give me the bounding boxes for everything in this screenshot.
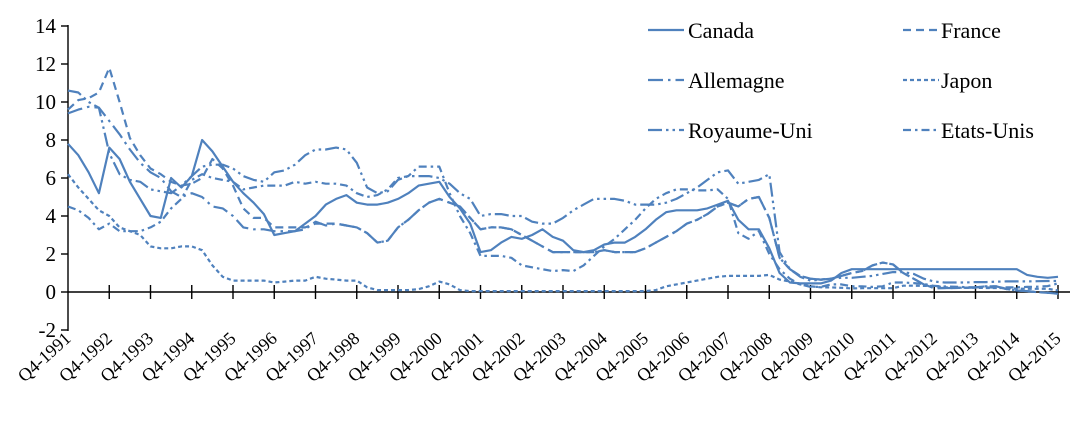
y-tick-label: 0 — [46, 280, 57, 304]
series-line-canada — [67, 138, 1059, 285]
legend-label-canada: Canada — [688, 18, 754, 43]
y-tick-label: 12 — [35, 52, 56, 76]
legend-item-japon: Japon — [903, 68, 992, 93]
y-tick-label: 6 — [46, 166, 57, 190]
legend-label-etats-unis: Etats-Unis — [941, 118, 1034, 143]
y-tick-label: 4 — [46, 204, 57, 228]
legend-item-etats-unis: Etats-Unis — [903, 118, 1034, 143]
y-tick-label: 2 — [46, 242, 57, 266]
legend-item-france: France — [903, 18, 1001, 43]
legend-item-allemagne: Allemagne — [648, 68, 785, 93]
series-line-france — [67, 66, 1059, 295]
legend-label-royaume-uni: Royaume-Uni — [688, 118, 813, 143]
series-line-allemagne — [67, 105, 1059, 295]
y-tick-label: 8 — [46, 128, 57, 152]
legend-label-japon: Japon — [941, 68, 992, 93]
y-tick-label: 14 — [35, 14, 57, 38]
legend-item-canada: Canada — [648, 18, 754, 43]
series-line-etats-unis — [67, 165, 1059, 289]
series-line-royaume-uni — [67, 89, 1058, 284]
legend-label-france: France — [941, 18, 1001, 43]
y-tick-label: 10 — [35, 90, 56, 114]
legend-item-royaume-uni: Royaume-Uni — [648, 118, 813, 143]
legend-label-allemagne: Allemagne — [688, 68, 785, 93]
y-tick-label: -2 — [39, 318, 57, 342]
series-line-japon — [67, 173, 1059, 293]
